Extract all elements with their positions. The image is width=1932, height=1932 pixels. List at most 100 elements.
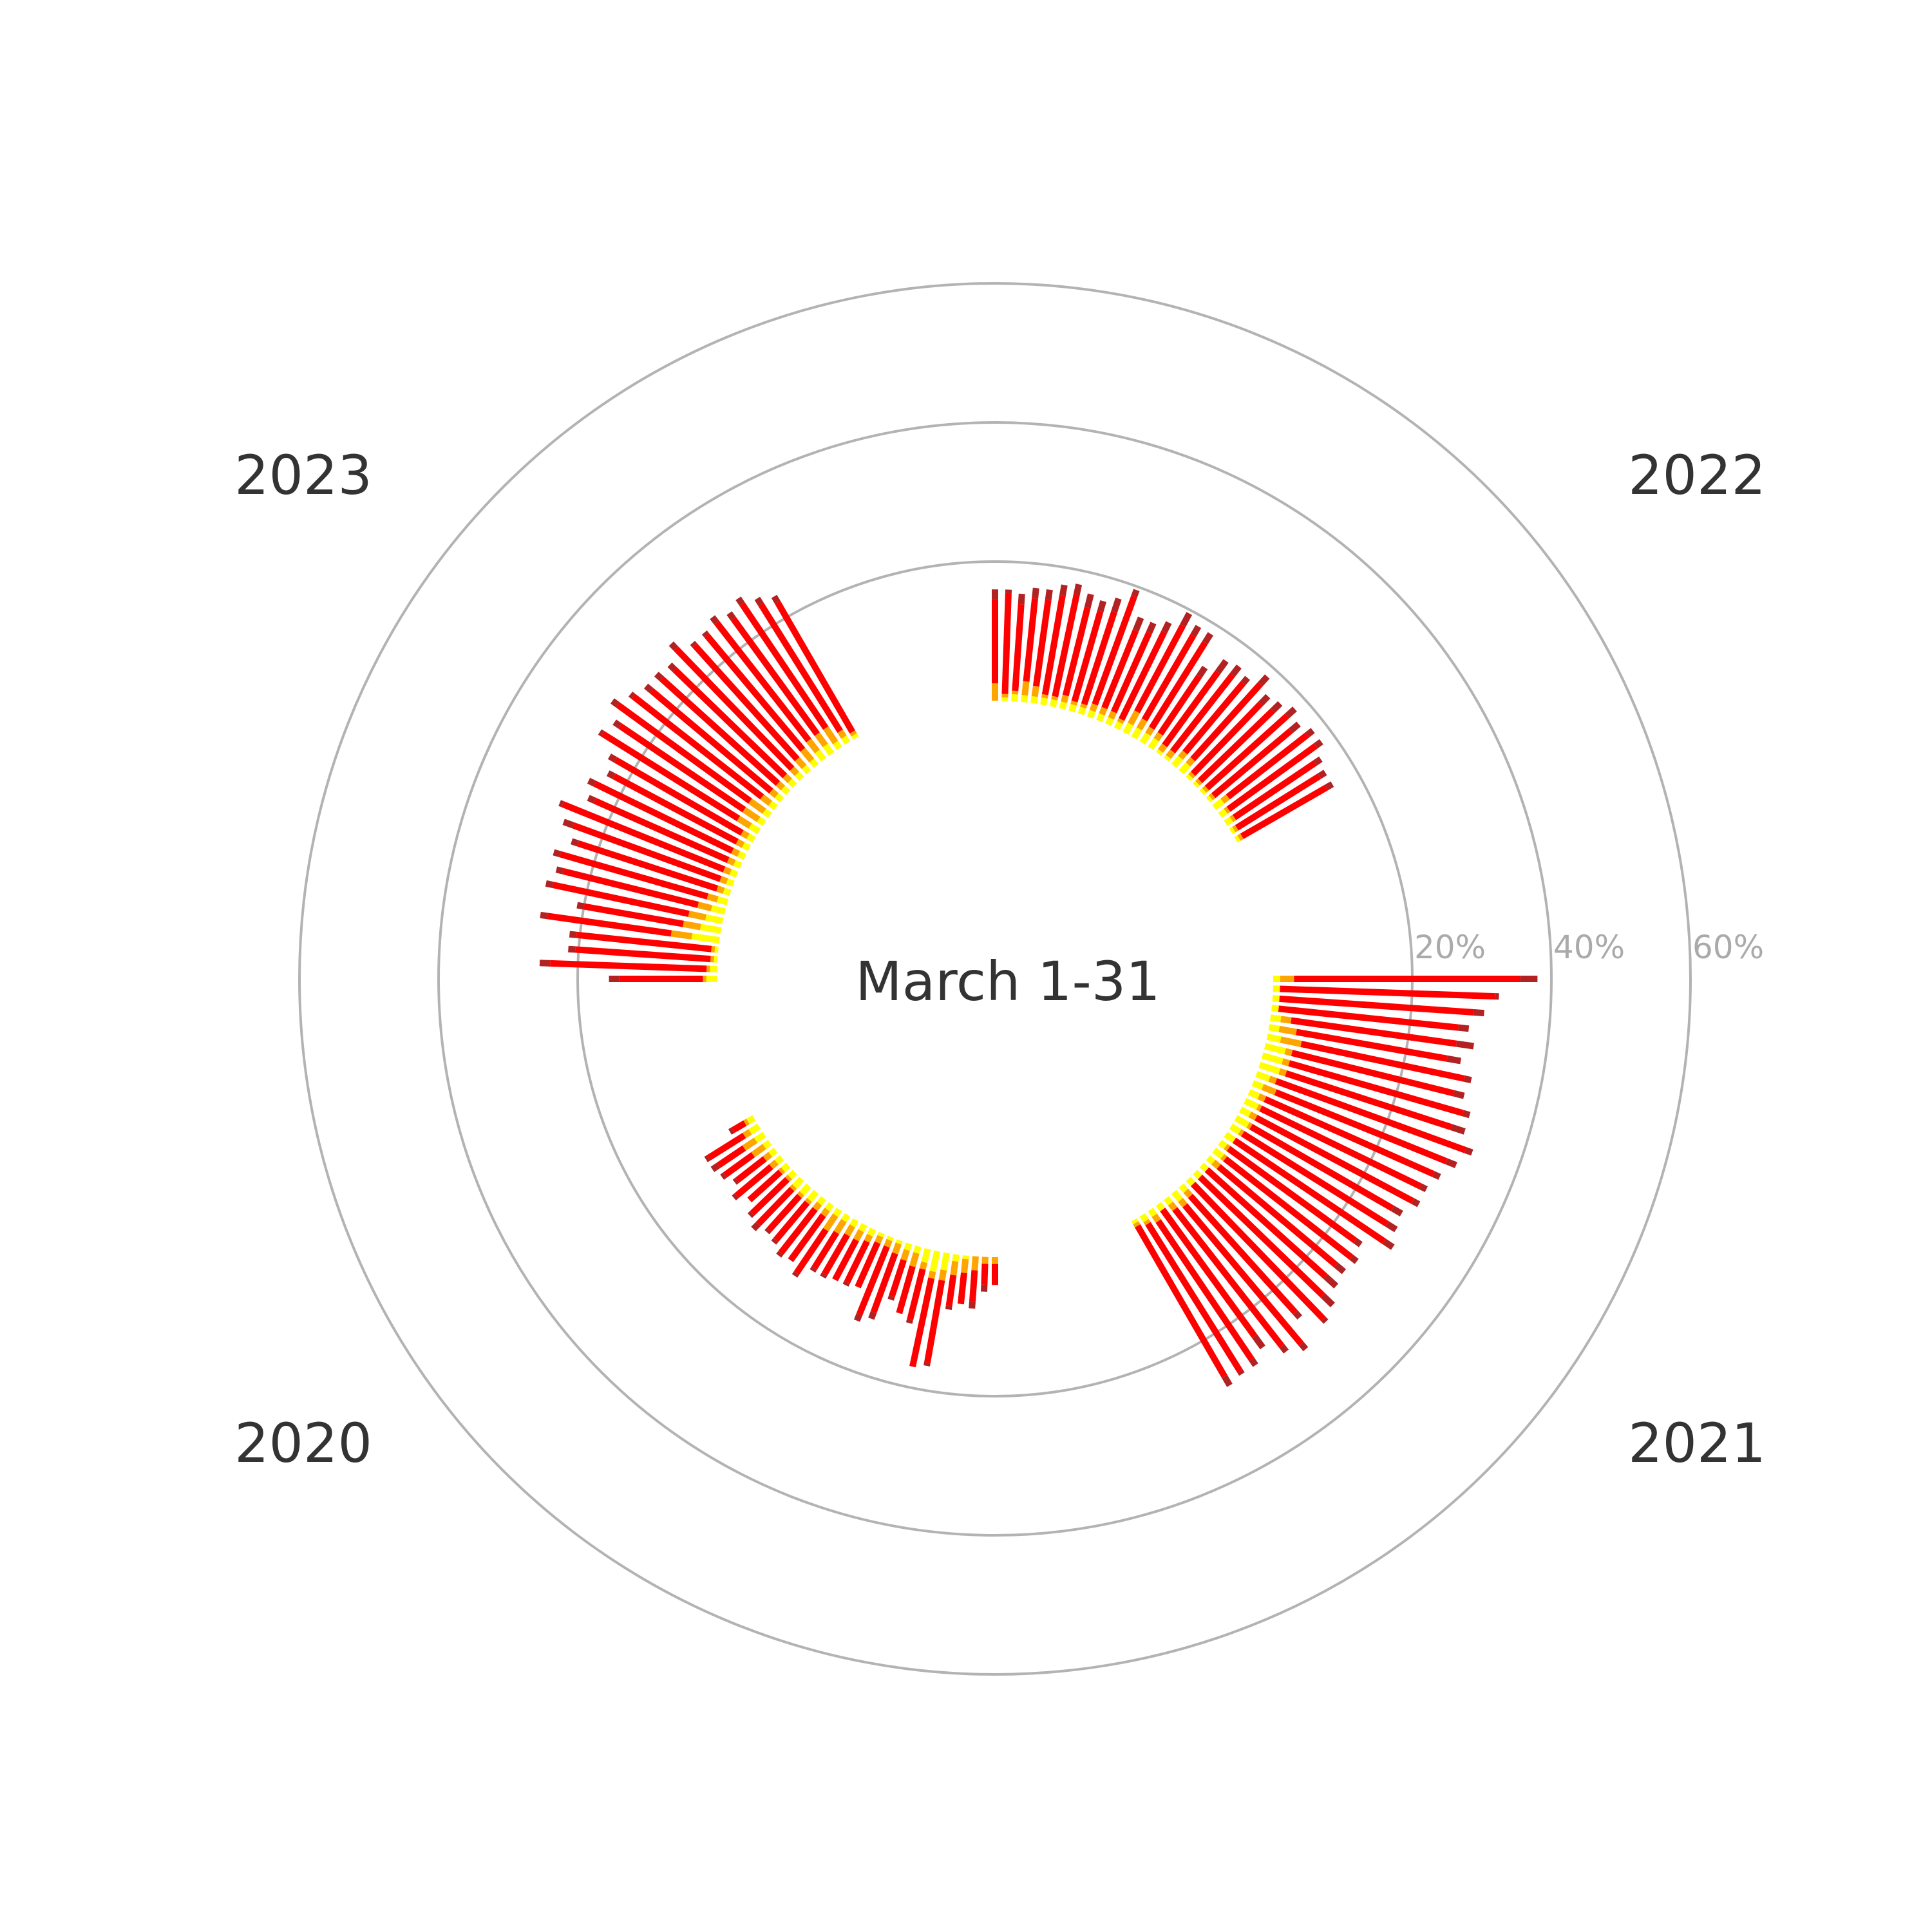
bar-2021-day-15-orange xyxy=(1248,1111,1258,1121)
bar-2023-day-9-darkred xyxy=(553,849,562,858)
bar-2022-day-27-yellow xyxy=(1212,799,1225,810)
bar-2022-day-28-orange xyxy=(1224,806,1231,814)
bar-2022-day-8-orange xyxy=(1061,694,1069,703)
bar-2021-day-31-orange xyxy=(1133,1221,1141,1227)
bar-2021-day-17-orange xyxy=(1238,1129,1245,1137)
bar-2023-day-15-yellow xyxy=(741,842,751,851)
bar-2023-day-18-red xyxy=(618,723,746,813)
bar-2020-day-6-yellow xyxy=(940,1252,950,1271)
bar-2021-day-24-red xyxy=(1191,1182,1326,1321)
bar-2023-day-27-yellow xyxy=(815,749,826,762)
bar-2021-day-4-red xyxy=(1278,1005,1459,1031)
bar-2021-day-29-red xyxy=(1155,1219,1255,1361)
bar-2023-day-23-yellow xyxy=(788,778,797,788)
bar-2020-day-19-orange xyxy=(820,1208,830,1217)
bar-2021-day-23-red xyxy=(1198,1175,1325,1298)
bar-2020-day-5-red xyxy=(945,1274,957,1307)
bar-2023-day-9-yellow xyxy=(716,896,729,905)
bar-2023-day-27-red xyxy=(714,620,811,743)
bar-2023-day-14-yellow xyxy=(737,851,746,860)
bar-2023-day-28-orange xyxy=(814,732,828,748)
bar-2023-day-16-orange xyxy=(740,829,750,839)
bar-2021-day-22-darkred xyxy=(1323,1274,1339,1289)
bar-2021-day-31-darkred xyxy=(1222,1374,1233,1387)
bar-2021-day-11-yellow xyxy=(1255,1071,1271,1082)
bar-2020-day-16-yellow xyxy=(849,1218,859,1227)
bar-2023-day-23-red xyxy=(672,667,788,779)
bar-2023-day-27-orange xyxy=(806,738,820,753)
bar-2021-day-8-yellow xyxy=(1264,1043,1286,1055)
bar-2022-day-11-yellow xyxy=(1087,710,1096,719)
bar-2023-day-7-darkred xyxy=(545,880,554,888)
bar-2020-day-7-orange xyxy=(928,1271,936,1279)
bar-2021-day-15-darkred xyxy=(1411,1198,1421,1208)
bar-2023-day-8-red xyxy=(562,867,699,908)
bar-2020-day-23-yellow xyxy=(792,1177,804,1189)
bar-2022-day-30-red xyxy=(1235,773,1321,831)
bar-2022-day-13-yellow xyxy=(1105,717,1114,726)
bar-2021-day-29-yellow xyxy=(1148,1208,1157,1217)
bar-2023-day-3-darkred xyxy=(568,945,576,953)
bar-2022-day-4-red xyxy=(1023,598,1039,682)
bar-2020-day-8-yellow xyxy=(921,1247,931,1264)
bar-2020-day-21-red xyxy=(773,1200,810,1242)
bar-2020-day-2-red xyxy=(981,1264,989,1285)
bar-2023-day-20-yellow xyxy=(768,800,778,810)
bar-2022-day-13-red xyxy=(1110,631,1152,714)
bar-2023-day-13-orange xyxy=(726,857,736,866)
bar-2021-day-15-red xyxy=(1254,1115,1414,1204)
bar-2021-day-9-yellow xyxy=(1261,1052,1283,1065)
bar-2020-day-28-darkred xyxy=(720,1172,727,1180)
bar-2021-day-7-red xyxy=(1300,1041,1465,1082)
bar-2021-day-15-yellow xyxy=(1239,1106,1252,1117)
bar-2020-day-28-orange xyxy=(751,1144,766,1158)
bar-2022-day-12-darkred xyxy=(1132,616,1144,632)
bar-2020-day-12-orange xyxy=(884,1238,893,1248)
bar-2020-day-28-yellow xyxy=(762,1139,772,1150)
bar-2020-day-26-red xyxy=(734,1164,773,1198)
bar-2023-day-3-red xyxy=(574,946,711,963)
bar-2022-day-20-darkred xyxy=(1230,664,1242,677)
bar-2020-day-22-orange xyxy=(797,1191,804,1198)
bar-2021-day-21-darkred xyxy=(1334,1262,1347,1274)
bar-2021-day-26-darkred xyxy=(1298,1341,1309,1352)
bar-2022-day-31-orange xyxy=(1237,833,1244,841)
bar-2020-day-17-darkred xyxy=(810,1266,817,1273)
bar-2023-day-20-red xyxy=(631,694,764,800)
bar-2021-day-27-orange xyxy=(1168,1201,1178,1211)
bar-2021-day-19-yellow xyxy=(1218,1139,1228,1150)
bar-2020-day-10-orange xyxy=(900,1249,910,1262)
bar-2022-day-5-yellow xyxy=(1030,696,1038,704)
bar-2022-day-7-darkred xyxy=(1074,583,1083,596)
bar-2023-day-19-yellow xyxy=(762,808,772,819)
bar-2021-day-9-darkred xyxy=(1462,1110,1471,1119)
bar-2021-day-30-yellow xyxy=(1139,1213,1149,1223)
bar-2020-day-13-yellow xyxy=(877,1231,885,1238)
bar-2022-day-16-orange xyxy=(1136,718,1148,731)
bar-2022-day-22-yellow xyxy=(1179,762,1191,775)
bar-2022-day-19-yellow xyxy=(1155,749,1164,756)
bar-2023-day-11-yellow xyxy=(726,878,735,887)
year-label-2021: 2021 xyxy=(1628,1412,1766,1475)
bar-2020-day-14-red xyxy=(844,1240,870,1283)
bar-2021-day-23-yellow xyxy=(1193,1170,1202,1180)
bar-2021-day-30-orange xyxy=(1143,1218,1151,1226)
bar-2020-day-5-orange xyxy=(950,1260,959,1276)
year-label-2023: 2023 xyxy=(234,444,372,507)
bar-2023-day-12-orange xyxy=(723,866,732,875)
bar-2022-day-10-orange xyxy=(1080,703,1088,709)
bar-2022-day-15-yellow xyxy=(1122,722,1133,735)
bar-2020-day-20-darkred xyxy=(776,1251,784,1258)
bar-2020-day-27-red xyxy=(735,1156,767,1183)
bar-2020-day-8-darkred xyxy=(905,1318,913,1324)
bar-2022-day-14-darkred xyxy=(1161,621,1172,634)
bar-2022-day-5-red xyxy=(1032,600,1052,687)
bar-2020-day-4-yellow xyxy=(962,1255,969,1260)
bar-2022-day-6-yellow xyxy=(1040,697,1048,706)
bar-2023-day-24-yellow xyxy=(794,772,804,781)
bar-2021-day-6-darkred xyxy=(1446,1055,1462,1065)
bar-2021-day-13-yellow xyxy=(1247,1089,1260,1099)
bar-2023-day-15-orange xyxy=(735,838,745,848)
bar-2023-day-26-orange xyxy=(800,747,815,763)
bar-2021-day-16-yellow xyxy=(1234,1115,1250,1128)
